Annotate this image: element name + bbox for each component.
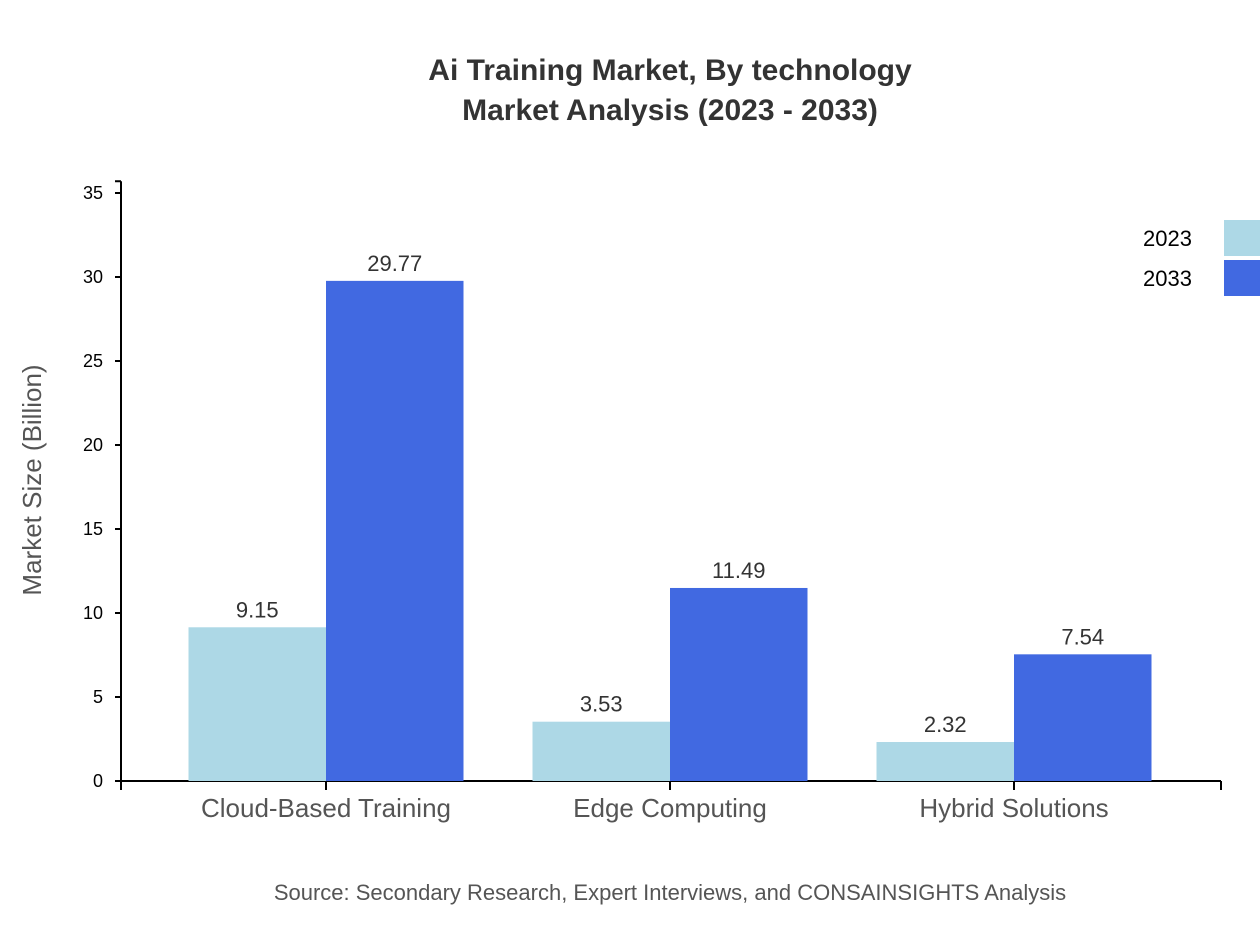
bar-2033 bbox=[326, 280, 464, 781]
chart-subtitle: Market Analysis (2023 - 2033) bbox=[462, 94, 878, 127]
legend-label: 2023 bbox=[1143, 226, 1192, 251]
legend-swatch bbox=[1224, 260, 1260, 296]
data-label: 7.54 bbox=[1061, 624, 1104, 649]
x-tick-label: Hybrid Solutions bbox=[919, 793, 1108, 823]
legend-label: 2033 bbox=[1143, 266, 1192, 291]
bar-2023 bbox=[188, 627, 326, 781]
y-tick-label: 10 bbox=[83, 603, 103, 623]
legend-swatch bbox=[1224, 220, 1260, 256]
source-note: Source: Secondary Research, Expert Inter… bbox=[274, 880, 1066, 905]
y-tick-label: 25 bbox=[83, 351, 103, 371]
bar-2033 bbox=[1014, 654, 1152, 781]
data-label: 2.32 bbox=[924, 712, 967, 737]
y-tick-label: 35 bbox=[83, 183, 103, 203]
y-tick-label: 15 bbox=[83, 519, 103, 539]
y-tick-label: 5 bbox=[93, 687, 103, 707]
bar-2023 bbox=[876, 742, 1014, 781]
bars: 9.15 29.77 3.53 11.49 2.32 7.54 bbox=[188, 251, 1152, 781]
y-tick-label: 0 bbox=[93, 771, 103, 791]
chart-title: Ai Training Market, By technology bbox=[428, 54, 912, 87]
y-axis: 0 5 10 15 20 25 30 35 bbox=[83, 180, 122, 791]
data-label: 29.77 bbox=[367, 251, 422, 276]
bar-2023 bbox=[532, 721, 670, 781]
data-label: 3.53 bbox=[580, 692, 623, 717]
x-tick-label: Edge Computing bbox=[573, 793, 767, 823]
legend: 2023 2033 bbox=[1143, 220, 1260, 296]
bar-2033 bbox=[670, 587, 808, 781]
data-label: 9.15 bbox=[236, 597, 279, 622]
x-axis: Cloud-Based Training Edge Computing Hybrid… bbox=[120, 780, 1222, 823]
x-tick-label: Cloud-Based Training bbox=[201, 793, 451, 823]
y-tick-label: 20 bbox=[83, 435, 103, 455]
y-axis-label: Market Size (Billion) bbox=[17, 364, 47, 595]
y-tick-label: 30 bbox=[83, 267, 103, 287]
data-label: 11.49 bbox=[712, 558, 765, 583]
